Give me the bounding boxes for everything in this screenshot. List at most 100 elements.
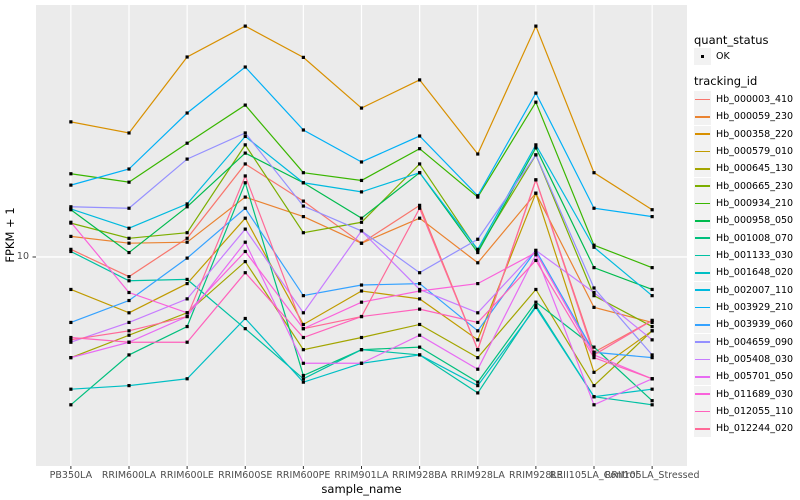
data-point (127, 340, 131, 344)
data-point (476, 384, 480, 388)
data-point (243, 174, 247, 178)
data-point (185, 314, 189, 319)
data-point (127, 279, 131, 283)
data-point (127, 311, 131, 315)
x-tick-label: PB350LA (49, 470, 93, 481)
data-point (534, 253, 538, 257)
legend-item-label: Hb_000579_010 (716, 145, 794, 157)
legend-item-label: Hb_003929_210 (716, 301, 794, 313)
legend-item-label: Hb_000958_050 (716, 215, 794, 227)
series-line-icon (694, 298, 711, 316)
data-point (592, 171, 596, 175)
legend-item: Hb_000665_230 (694, 177, 794, 195)
legend-item: Hb_000059_230 (694, 108, 794, 126)
data-point (418, 353, 422, 357)
data-point (592, 286, 596, 290)
data-point (418, 171, 422, 175)
data-point (69, 234, 73, 239)
data-point (534, 153, 538, 157)
data-point (592, 395, 596, 399)
data-point (69, 287, 73, 292)
data-point (301, 348, 305, 352)
legend-item-label: Hb_000934_210 (716, 197, 794, 209)
data-point (69, 247, 73, 251)
data-point (359, 106, 364, 110)
data-point (418, 162, 422, 166)
legend-item: Hb_004659_090 (694, 333, 793, 351)
legend-item: Hb_000003_410 (694, 91, 793, 108)
data-point (185, 297, 189, 301)
data-point (592, 345, 596, 349)
data-point (592, 245, 596, 249)
data-point (650, 208, 654, 212)
data-point (185, 55, 189, 59)
data-point (476, 391, 480, 395)
data-point (243, 103, 247, 107)
data-point (650, 215, 654, 219)
data-point (301, 361, 305, 365)
data-point (127, 167, 131, 171)
data-point (534, 258, 538, 263)
data-point (185, 377, 189, 381)
data-point (418, 134, 422, 138)
data-point (534, 300, 538, 304)
legend-item: Hb_012055_110 (694, 402, 794, 420)
data-point (418, 206, 422, 210)
data-point (650, 377, 654, 381)
data-point (650, 324, 654, 329)
series-line-icon (694, 385, 711, 403)
data-point (127, 241, 131, 245)
legend-item: Hb_005701_050 (694, 368, 793, 386)
data-point (650, 287, 654, 292)
data-point (650, 399, 654, 403)
data-point (243, 181, 247, 185)
legend-item: Hb_005408_030 (694, 350, 793, 368)
data-point (418, 333, 422, 337)
legend-item-label: Hb_011689_030 (716, 388, 794, 400)
x-tick-label: RRIM600SE (218, 470, 273, 481)
data-point (650, 266, 654, 270)
data-point (592, 266, 596, 270)
data-point (359, 289, 364, 293)
data-point (185, 231, 189, 235)
data-point (69, 356, 73, 360)
data-point (301, 128, 305, 132)
data-point (185, 157, 189, 161)
legend-item-label: Hb_000665_230 (716, 180, 794, 192)
data-point (243, 162, 247, 166)
data-point (592, 350, 596, 354)
data-point (534, 91, 538, 95)
data-point (127, 298, 131, 303)
x-tick-label: RRIM901LA (334, 470, 389, 481)
data-point (301, 373, 305, 378)
legend-item-label: Hb_000059_230 (716, 111, 794, 123)
data-point (359, 178, 364, 183)
data-point (476, 367, 480, 371)
data-point (185, 236, 189, 240)
data-point (185, 311, 189, 315)
data-point (359, 314, 364, 319)
data-point (301, 380, 305, 384)
data-point (301, 199, 305, 203)
legend-title-tracking-id: tracking_id (694, 74, 758, 88)
data-point (243, 240, 247, 244)
legend-item-label: Hb_001133_030 (716, 249, 794, 261)
data-point (418, 297, 422, 301)
data-point (243, 134, 247, 139)
data-point (418, 307, 422, 311)
legend-item: Hb_000934_210 (694, 194, 794, 212)
legend-item-label: Hb_001008_070 (716, 232, 794, 244)
series-line-icon (694, 402, 711, 420)
series-line-icon (694, 264, 711, 282)
data-point (243, 206, 247, 210)
data-point (534, 100, 538, 104)
series-line-icon (694, 350, 711, 368)
data-point (650, 403, 654, 407)
data-point (243, 65, 247, 69)
data-point (476, 311, 480, 315)
legend-item-label: Hb_012055_110 (716, 405, 794, 417)
data-point (534, 24, 538, 28)
data-point (69, 172, 73, 176)
data-point (650, 387, 654, 391)
